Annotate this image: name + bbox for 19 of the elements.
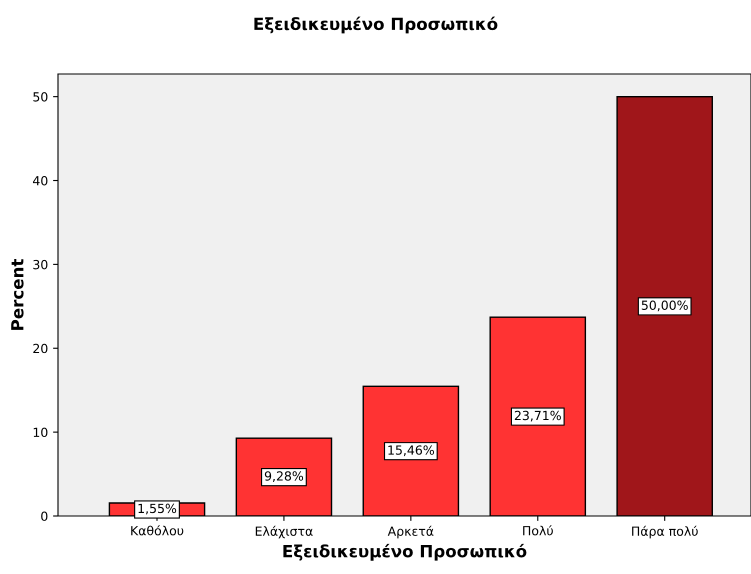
x-tick-label: Πολύ [523, 525, 553, 536]
y-tick-label: 10 [34, 428, 48, 438]
x-tick-label: Ελάχιστα [256, 526, 313, 538]
x-tick-label: Πάρα πολύ [632, 526, 698, 538]
chart-title: Εξειδικευμένο Προσωπικό [254, 16, 498, 34]
x-tick-label: Αρκετά [388, 526, 434, 538]
x-tick-label: Καθόλου [131, 525, 184, 536]
data-label: 9,28% [264, 471, 304, 482]
y-tick-label: 40 [32, 176, 48, 186]
y-tick-label: 50 [33, 92, 48, 102]
x-axis-title: Εξειδικευμένο Προσωπικό [283, 544, 526, 561]
data-label: 1,55% [138, 504, 176, 514]
y-axis-title: Percent [11, 259, 24, 330]
data-label: 50,00% [642, 300, 688, 312]
data-label: 23,71% [514, 410, 561, 422]
data-label: 15,46% [388, 445, 434, 456]
y-tick-label: 30 [33, 260, 48, 270]
y-tick-label: 20 [33, 344, 48, 354]
y-tick-label: 0 [41, 511, 48, 521]
